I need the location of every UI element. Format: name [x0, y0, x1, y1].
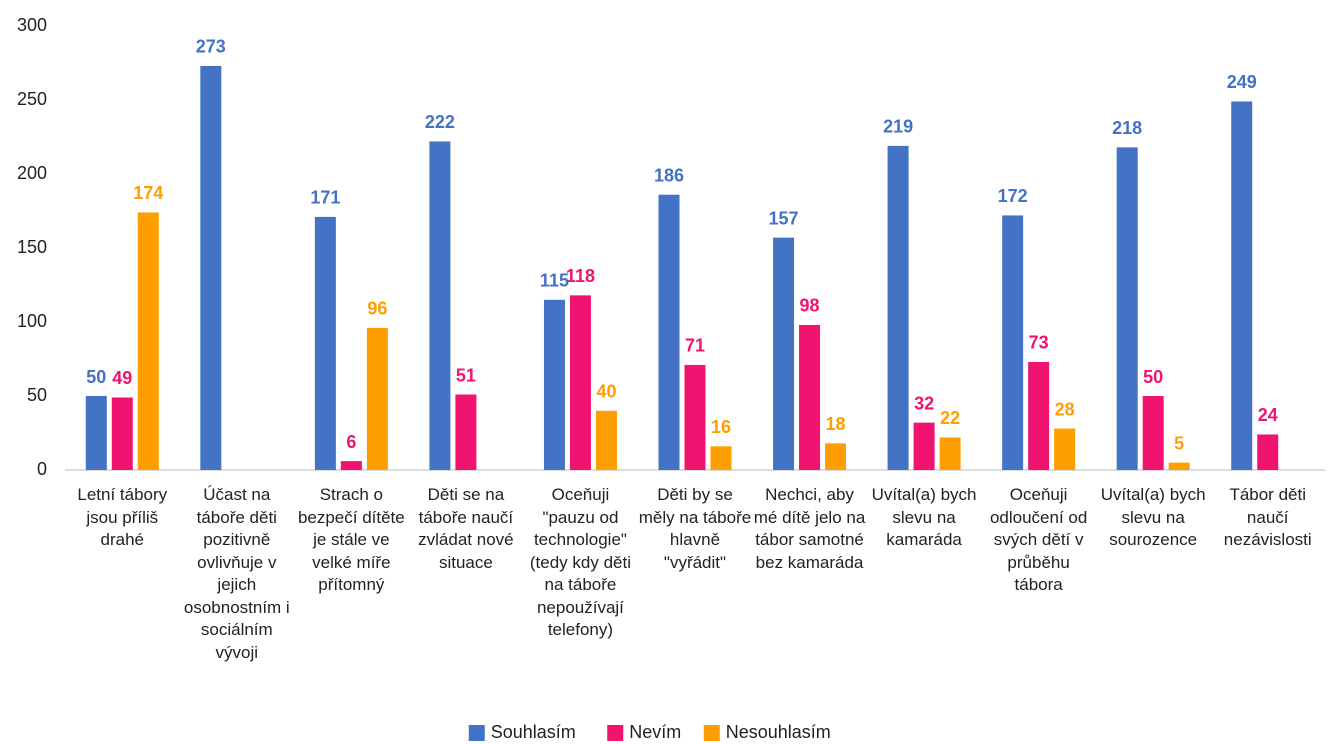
data-label: 18 — [826, 414, 846, 434]
y-tick-label: 50 — [27, 385, 47, 405]
y-tick-label: 300 — [17, 15, 47, 35]
x-tick-label: Děti se na táboře naučí zvládat nové sit… — [418, 485, 514, 572]
x-tick-label: Oceňuji "pauzu od technologie" (tedy kdy… — [529, 485, 631, 639]
bar — [455, 394, 477, 470]
bar — [1054, 428, 1076, 470]
y-tick-label: 0 — [37, 459, 47, 479]
data-label: 24 — [1258, 405, 1278, 425]
x-tick-label: Uvítal(a) bych slevu na sourozence — [1100, 485, 1206, 549]
data-label: 6 — [346, 432, 356, 452]
data-label: 5 — [1174, 433, 1184, 453]
bar — [200, 65, 222, 471]
data-label: 40 — [596, 382, 616, 402]
bar — [939, 437, 961, 470]
data-label: 174 — [133, 183, 163, 203]
x-tick-label: Strach o bezpečí dítěte je stále ve velk… — [297, 485, 405, 594]
bar — [1116, 147, 1138, 471]
data-label: 172 — [998, 186, 1028, 206]
y-tick-label: 150 — [17, 237, 47, 257]
data-label: 50 — [1143, 367, 1163, 387]
bar — [543, 299, 565, 470]
bar — [913, 422, 935, 470]
bar — [314, 216, 336, 470]
y-tick-label: 250 — [17, 89, 47, 109]
data-label: 28 — [1055, 399, 1075, 419]
bar — [366, 327, 388, 470]
y-tick-label: 100 — [17, 311, 47, 331]
bar — [1168, 462, 1190, 470]
bar — [887, 145, 909, 470]
x-tick-label: Uvítal(a) bych slevu na kamaráda — [871, 485, 977, 549]
bar — [85, 396, 107, 470]
data-label: 249 — [1227, 72, 1257, 92]
data-label: 218 — [1112, 118, 1142, 138]
bar — [429, 141, 451, 470]
bar — [773, 237, 795, 470]
legend-label: Nesouhlasím — [726, 722, 831, 742]
data-label: 96 — [367, 299, 387, 319]
data-label: 73 — [1029, 333, 1049, 353]
data-label: 157 — [769, 208, 799, 228]
bar — [825, 443, 847, 470]
x-tick-label: Oceňuji odloučení od svých dětí v průběh… — [989, 485, 1088, 594]
legend-swatch — [468, 725, 485, 741]
data-label: 273 — [196, 37, 226, 57]
bar — [1028, 361, 1050, 470]
data-label: 50 — [86, 367, 106, 387]
bar — [340, 461, 362, 470]
bar — [1257, 434, 1279, 470]
data-label: 98 — [800, 296, 820, 316]
x-tick-label: Letní tábory jsou příliš drahé — [77, 485, 168, 549]
data-label: 115 — [540, 271, 569, 291]
data-label: 171 — [310, 188, 340, 208]
x-tick-label: Děti by se měly na táboře hlavně "vyřádi… — [638, 485, 752, 572]
data-label: 22 — [940, 408, 960, 428]
x-tick-label: Účast na táboře děti pozitivně ovlivňuje… — [183, 485, 290, 662]
data-label: 219 — [883, 117, 913, 137]
bar — [658, 194, 680, 470]
bar — [1231, 101, 1253, 470]
bar — [111, 397, 133, 470]
data-label: 49 — [112, 368, 132, 388]
bar — [799, 324, 821, 470]
y-tick-label: 200 — [17, 163, 47, 183]
bar — [1142, 396, 1164, 470]
data-label: 51 — [456, 365, 476, 385]
legend-label: Souhlasím — [491, 722, 576, 742]
data-label: 186 — [654, 165, 684, 185]
x-tick-label: Tábor děti naučí nezávislosti — [1223, 485, 1312, 549]
bar — [1002, 215, 1024, 470]
data-label: 16 — [711, 417, 731, 437]
legend-swatch — [703, 725, 720, 741]
data-label: 222 — [425, 112, 455, 132]
data-label: 71 — [685, 336, 705, 356]
legend-label: Nevím — [629, 722, 681, 742]
x-tick-label: Nechci, aby mé dítě jelo na tábor samotn… — [753, 485, 866, 572]
bar — [684, 364, 706, 470]
data-label: 32 — [914, 393, 934, 413]
bar — [595, 410, 617, 470]
bar — [710, 446, 732, 470]
bar — [569, 295, 591, 470]
data-label: 118 — [566, 266, 595, 286]
bar — [137, 212, 159, 471]
legend-swatch — [607, 725, 624, 741]
